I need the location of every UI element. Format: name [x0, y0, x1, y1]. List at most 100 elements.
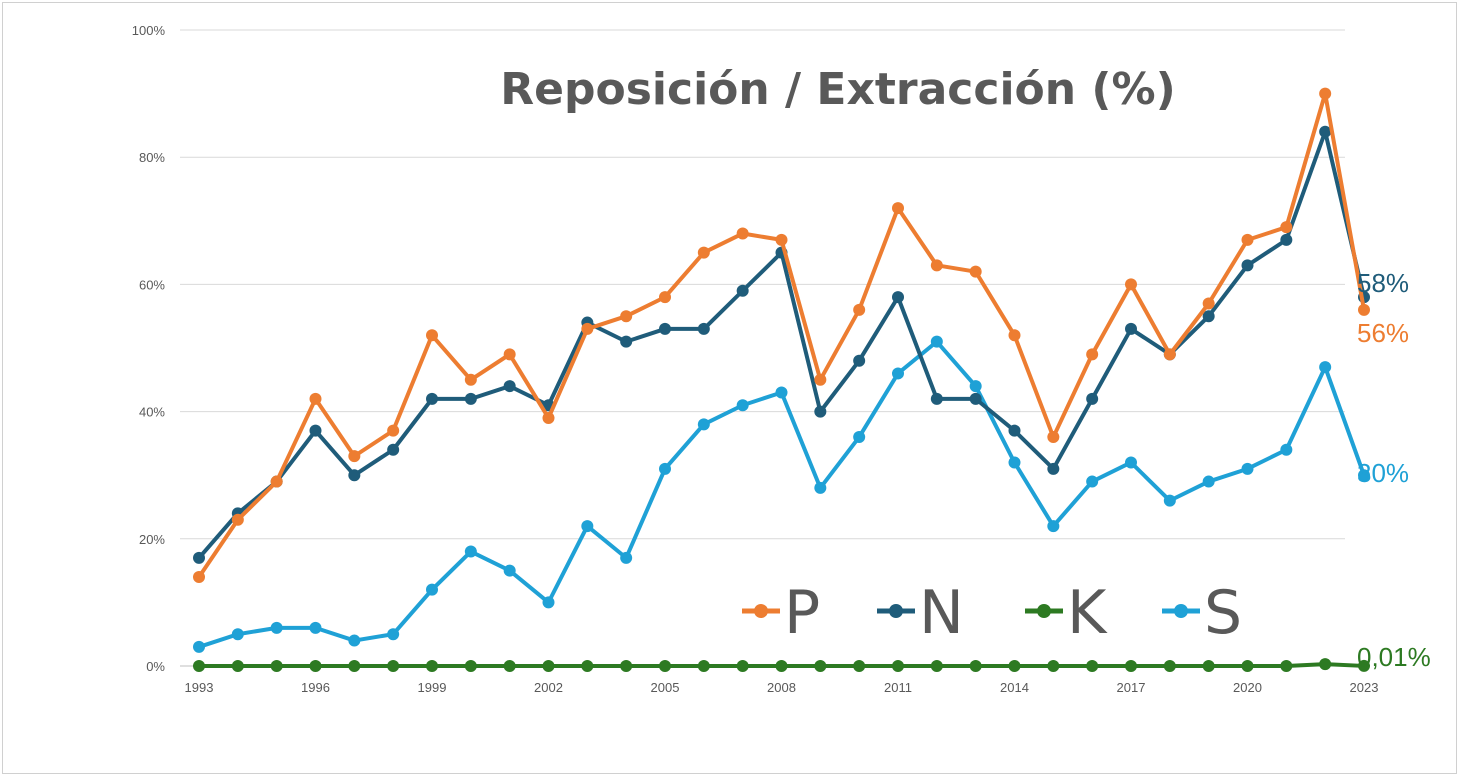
data-point-P — [1163, 348, 1176, 361]
x-tick-label: 2002 — [534, 680, 563, 695]
data-point-S — [1125, 456, 1137, 469]
data-point-N — [853, 354, 866, 367]
data-point-P — [193, 570, 205, 583]
data-point-N — [620, 335, 633, 348]
data-point-K — [1047, 660, 1060, 672]
legend-swatch-marker — [754, 604, 768, 618]
legend-label: N — [919, 578, 964, 648]
data-point-S — [426, 583, 438, 596]
data-point-K — [348, 660, 361, 672]
legend-swatch-marker — [1174, 604, 1188, 618]
data-point-S — [270, 621, 283, 634]
data-point-N — [969, 392, 982, 405]
data-point-K — [697, 660, 710, 672]
data-point-P — [270, 475, 283, 488]
data-point-K — [930, 660, 943, 672]
data-point-K — [1163, 660, 1176, 672]
data-point-P — [1125, 278, 1137, 291]
data-point-S — [659, 462, 671, 475]
end-label-K: 0,01% — [1357, 642, 1431, 672]
data-point-S — [736, 399, 749, 412]
data-point-K — [270, 660, 283, 672]
data-point-N — [930, 392, 943, 405]
data-point-S — [1358, 469, 1370, 482]
data-point-K — [1202, 660, 1215, 672]
legend-label: S — [1204, 578, 1242, 648]
gridlines — [180, 29, 1345, 540]
data-point-K — [1008, 660, 1021, 672]
data-point-S — [892, 367, 904, 380]
data-point-K — [231, 660, 244, 672]
series-lines — [193, 87, 1370, 672]
data-point-S — [697, 418, 710, 431]
y-tick-label: 100% — [132, 23, 166, 38]
data-point-P — [1008, 329, 1021, 342]
data-point-P — [1047, 431, 1060, 444]
data-point-S — [1202, 475, 1215, 488]
data-point-P — [736, 227, 749, 240]
data-point-P — [814, 373, 827, 386]
data-point-S — [1280, 443, 1293, 456]
legend-label: P — [784, 578, 820, 648]
data-point-N — [193, 551, 205, 564]
x-tick-label: 2020 — [1233, 680, 1262, 695]
data-point-P — [930, 259, 943, 272]
legend-item-K: K — [1025, 578, 1108, 648]
legend-swatch-marker — [1037, 604, 1051, 618]
data-point-N — [1086, 392, 1099, 405]
data-point-K — [193, 660, 205, 672]
data-point-P — [659, 291, 671, 304]
data-point-S — [309, 621, 322, 634]
data-point-N — [464, 392, 477, 405]
data-point-S — [387, 628, 400, 641]
data-point-S — [1319, 361, 1332, 374]
data-point-S — [1086, 475, 1099, 488]
data-point-N — [1125, 322, 1137, 335]
data-point-N — [426, 392, 438, 405]
legend-swatch-marker — [889, 604, 903, 618]
data-point-S — [503, 564, 516, 577]
data-point-S — [814, 481, 827, 494]
data-point-K — [620, 660, 633, 672]
data-point-K — [736, 660, 749, 672]
data-point-N — [1319, 125, 1332, 138]
y-axis-ticks: 0% 20% 40% 60% 80% 100% — [132, 23, 166, 674]
data-point-P — [1319, 87, 1332, 100]
data-point-K — [1319, 658, 1332, 671]
legend-item-P: P — [742, 578, 820, 648]
data-point-K — [309, 660, 322, 672]
data-point-P — [1086, 348, 1099, 361]
series-K — [193, 658, 1370, 672]
data-point-S — [1008, 456, 1021, 469]
legend-item-S: S — [1162, 578, 1242, 648]
x-tick-label: 2014 — [1000, 680, 1029, 695]
data-point-K — [659, 660, 671, 672]
chart-title: Reposición / Extracción (%) — [500, 64, 1175, 115]
data-point-K — [853, 660, 866, 672]
data-point-S — [231, 628, 244, 641]
end-labels: 56% 58% 0,01% 30% — [1357, 268, 1431, 672]
data-point-K — [775, 660, 788, 672]
series-P — [193, 87, 1370, 583]
data-point-S — [930, 335, 943, 348]
data-point-N — [814, 405, 827, 418]
data-point-P — [1241, 233, 1254, 246]
end-label-S: 30% — [1357, 458, 1409, 488]
data-point-N — [348, 469, 361, 482]
data-point-P — [309, 392, 322, 405]
x-tick-label: 1996 — [301, 680, 330, 695]
data-point-N — [659, 322, 671, 335]
data-point-K — [1280, 660, 1293, 672]
series-S — [193, 335, 1370, 653]
y-tick-label: 40% — [139, 405, 165, 420]
x-tick-label: 1993 — [185, 680, 214, 695]
data-point-P — [697, 246, 710, 259]
data-point-P — [892, 202, 904, 215]
data-point-N — [892, 291, 904, 304]
data-point-P — [426, 329, 438, 342]
data-point-N — [736, 284, 749, 297]
data-point-P — [1280, 221, 1293, 234]
data-point-P — [775, 233, 788, 246]
data-point-N — [697, 322, 710, 335]
